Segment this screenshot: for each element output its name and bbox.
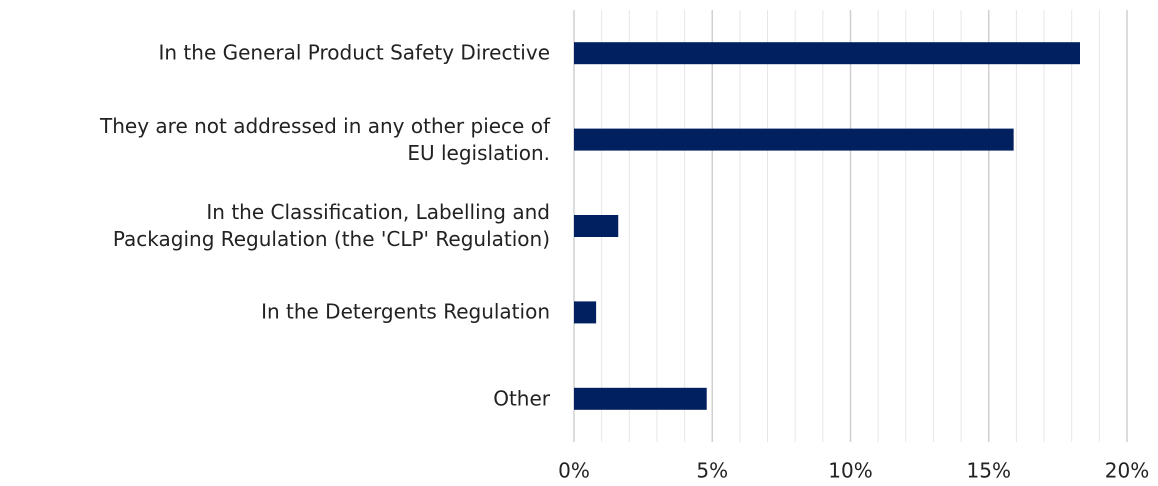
y-tick-label: Other (493, 386, 550, 411)
bar (574, 42, 1080, 65)
bar (574, 215, 619, 237)
x-tick-label: 5% (696, 459, 728, 483)
bar (574, 128, 1014, 151)
y-tick-label: In the Detergents Regulation (261, 299, 550, 324)
bar (574, 301, 597, 324)
x-tick-label: 15% (967, 459, 1011, 483)
x-tick-label: 10% (828, 459, 872, 483)
bar (574, 387, 707, 410)
y-tick-label: They are not addressed in any other piec… (100, 113, 550, 165)
x-tick-label: 20% (1105, 459, 1149, 483)
y-tick-label: In the General Product Safety Directive (158, 40, 551, 65)
y-tick-label: In the Classification, Labelling and Pac… (112, 200, 550, 251)
x-tick-label: 0% (558, 459, 590, 483)
